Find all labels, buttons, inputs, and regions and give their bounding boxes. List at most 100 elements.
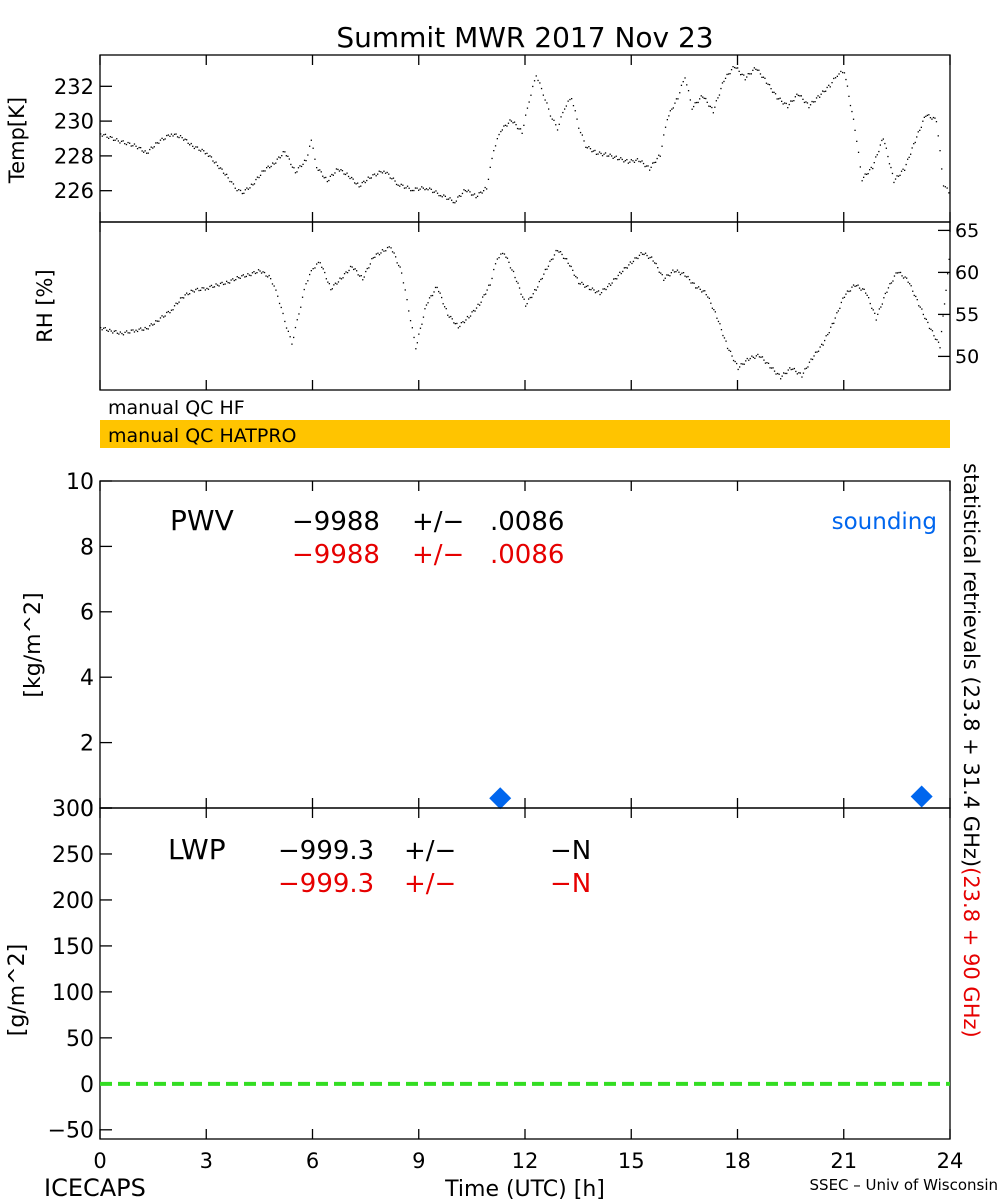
- rh-point: [210, 284, 213, 287]
- temp-point: [244, 189, 246, 191]
- rh-point: [439, 292, 441, 294]
- temp-ytick-label: 232: [54, 75, 94, 99]
- rh-point: [518, 287, 521, 289]
- temp-point: [429, 187, 431, 189]
- rh-point: [547, 265, 550, 267]
- temp-point: [525, 114, 527, 116]
- temp-point: [320, 171, 322, 173]
- temp-point: [196, 146, 199, 148]
- pwv-label: PWV: [170, 504, 234, 537]
- temp-point: [209, 155, 211, 157]
- temp-point: [817, 95, 819, 97]
- temp-point: [405, 187, 407, 189]
- temp-point: [848, 95, 850, 97]
- rh-point: [179, 297, 182, 299]
- temp-point: [381, 172, 384, 174]
- temp-point: [133, 143, 136, 145]
- rh-point: [453, 322, 455, 324]
- temp-point: [700, 95, 702, 97]
- rh-point: [357, 274, 359, 276]
- temp-point: [402, 184, 404, 186]
- temp-point: [838, 73, 840, 75]
- temp-point: [443, 194, 445, 196]
- rh-point: [284, 320, 286, 323]
- rh-point: [377, 252, 379, 254]
- temp-point: [740, 74, 742, 76]
- rh-point: [251, 272, 254, 274]
- temp-point: [867, 173, 869, 175]
- rh-point: [795, 370, 797, 373]
- rh-point: [187, 293, 189, 296]
- rh-point: [808, 361, 811, 363]
- temp-point: [305, 160, 307, 162]
- temp-point: [343, 173, 345, 175]
- rh-point: [719, 323, 721, 325]
- rh-point: [298, 313, 300, 315]
- rh-point: [270, 278, 272, 280]
- temp-point: [624, 160, 626, 162]
- temp-point: [932, 116, 935, 119]
- rh-point: [877, 313, 879, 315]
- rh-point: [651, 256, 653, 258]
- temp-point: [354, 182, 356, 184]
- temp-point: [879, 144, 881, 146]
- temp-point: [300, 165, 303, 168]
- temp-point: [574, 110, 576, 112]
- temp-point: [773, 91, 775, 93]
- rh-point: [351, 266, 353, 268]
- temp-point: [544, 99, 546, 101]
- rh-point: [129, 332, 131, 334]
- rh-point: [262, 271, 264, 273]
- rh-point: [865, 292, 867, 294]
- rh-point: [837, 310, 839, 312]
- rh-point: [749, 357, 751, 360]
- rh-point: [603, 288, 606, 290]
- rh-point: [657, 267, 659, 269]
- temp-point: [815, 97, 818, 99]
- temp-point: [604, 152, 607, 154]
- temp-point: [778, 98, 780, 100]
- rh-point: [324, 271, 326, 274]
- temp-point: [621, 158, 623, 161]
- rh-point: [399, 266, 401, 268]
- rh-point: [325, 278, 327, 280]
- rh-point: [169, 312, 171, 314]
- rh-point: [602, 288, 604, 290]
- rh-point: [593, 289, 595, 291]
- rh-point: [216, 284, 219, 286]
- qc-bars: manual QC HF manual QC HATPRO: [100, 394, 950, 448]
- rh-point: [766, 362, 768, 364]
- temp-point: [149, 148, 151, 151]
- rh-point: [767, 362, 770, 364]
- temp-point: [905, 163, 907, 166]
- rh-point: [161, 315, 163, 317]
- lwp-label: LWP: [168, 833, 226, 866]
- rh-point: [359, 275, 361, 277]
- rh-point: [643, 253, 645, 256]
- temp-point: [175, 133, 177, 135]
- rh-point: [884, 292, 886, 295]
- temp-point: [723, 80, 725, 83]
- temp-point: [117, 140, 119, 142]
- rh-point: [544, 268, 546, 271]
- rh-point: [441, 296, 443, 299]
- rh-point: [635, 257, 638, 259]
- rh-point: [184, 294, 186, 296]
- temp-point: [727, 73, 730, 75]
- temp-point: [934, 117, 936, 119]
- temp-point: [227, 177, 229, 179]
- temp-point: [516, 127, 519, 130]
- temp-point: [156, 142, 158, 144]
- temp-point: [846, 85, 849, 87]
- temp-point: [528, 101, 530, 103]
- temp-point: [911, 147, 913, 149]
- rh-point: [846, 290, 849, 292]
- temp-point: [340, 169, 342, 171]
- temp-point: [224, 174, 226, 176]
- temp-point: [241, 192, 243, 195]
- rh-point: [411, 327, 413, 329]
- rh-point: [654, 262, 656, 264]
- rh-point: [451, 318, 453, 320]
- temp-point: [639, 161, 642, 163]
- rh-point: [752, 356, 754, 358]
